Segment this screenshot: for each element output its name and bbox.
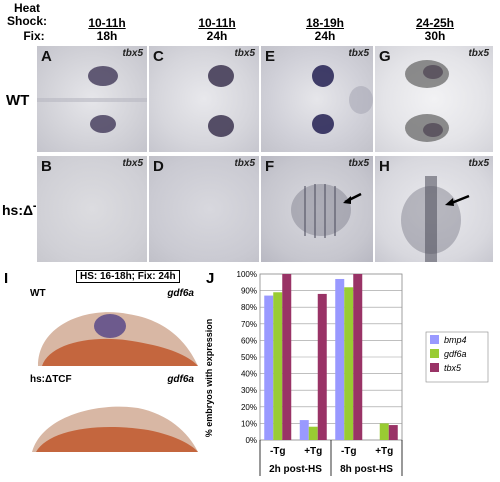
bar-tbx5: [388, 425, 398, 440]
bar-gdf6a: [344, 287, 354, 440]
panel-f-embryo: [291, 184, 362, 238]
col2-heat-shock: 10-11h: [198, 16, 236, 30]
bar-tbx5: [282, 274, 292, 440]
fix-label: Fix:: [23, 29, 45, 43]
panel-i-bottom: hs:ΔTCF gdf6a: [28, 372, 198, 452]
panel-h-letter: H: [379, 158, 390, 175]
panel-b-gene: tbx5: [122, 158, 143, 169]
bar-bmp4: [335, 278, 345, 440]
y-tick-label: 50%: [241, 353, 257, 362]
panel-e-embryo: [312, 65, 373, 134]
col1-fix: 18h: [96, 29, 118, 43]
col4-fix: 30h: [424, 29, 446, 43]
panel-i-top-gene: gdf6a: [167, 288, 194, 299]
panel-a-gene: tbx5: [122, 48, 143, 59]
panel-i-top-label: WT: [30, 288, 46, 299]
legend-label-gdf6a: gdf6a: [444, 349, 467, 359]
bar-bmp4: [299, 420, 309, 440]
bar-gdf6a: [308, 426, 318, 440]
legend-label-tbx5: tbx5: [444, 363, 462, 373]
panel-i-bottom-embryo: [32, 406, 198, 452]
panel-b: B tbx5: [36, 155, 148, 263]
panel-h: H tbx5: [374, 155, 494, 263]
row-label-wt: WT: [6, 92, 30, 109]
panel-c: C tbx5: [148, 45, 260, 153]
y-tick-label: 90%: [241, 287, 257, 296]
legend-swatch-bmp4: [430, 335, 439, 344]
panel-c-gene: tbx5: [234, 48, 255, 59]
y-tick-label: 40%: [241, 370, 257, 379]
heat-shock-label: Heat Shock:: [6, 1, 47, 28]
panel-f-letter: F: [265, 158, 275, 175]
panel-f-gene: tbx5: [348, 158, 369, 169]
panel-e: E tbx5: [260, 45, 374, 153]
panel-a-letter: A: [41, 48, 52, 65]
col3-heat-shock: 18-19h: [305, 16, 345, 30]
bar-bmp4: [264, 295, 274, 440]
bar-tbx5: [317, 293, 327, 440]
y-tick-label: 10%: [241, 419, 257, 428]
panel-d-letter: D: [153, 158, 164, 175]
panel-g-gene: tbx5: [468, 48, 489, 59]
panel-d-gene: tbx5: [234, 158, 255, 169]
panel-e-gene: tbx5: [348, 48, 369, 59]
col2-fix: 24h: [206, 29, 228, 43]
panel-i-bottom-label: hs:ΔTCF: [30, 374, 72, 385]
panel-i-top-embryo: [38, 312, 198, 366]
panel-i-bottom-gene: gdf6a: [167, 374, 194, 385]
y-tick-label: 80%: [241, 303, 257, 312]
col3-fix: 24h: [314, 29, 336, 43]
legend-swatch-gdf6a: [430, 349, 439, 358]
y-tick-label: 0%: [245, 436, 257, 445]
panel-i-top: WT gdf6a: [28, 284, 198, 366]
bar-gdf6a: [379, 423, 389, 440]
x-tick-label: +Tg: [375, 446, 393, 457]
y-tick-label: 100%: [237, 270, 257, 279]
x-tick-label: -Tg: [341, 446, 357, 457]
y-tick-label: 20%: [241, 403, 257, 412]
group-label: 2h post-HS: [269, 464, 322, 475]
x-tick-label: -Tg: [270, 446, 286, 457]
panel-a-embryo: [37, 66, 147, 133]
panel-d: D tbx5: [148, 155, 260, 263]
panel-c-embryo: [208, 65, 234, 137]
panel-g: G tbx5: [374, 45, 494, 153]
col4-heat-shock: 24-25h: [415, 16, 455, 30]
panel-b-letter: B: [41, 158, 52, 175]
panel-h-embryo: [401, 176, 470, 262]
bar-gdf6a: [273, 292, 283, 440]
y-tick-label: 60%: [241, 336, 257, 345]
legend-label-bmp4: bmp4: [444, 335, 467, 345]
col1-heat-shock: 10-11h: [88, 16, 126, 30]
panel-i-letter: I: [4, 270, 9, 287]
panel-j-letter: J: [206, 270, 215, 287]
panel-c-letter: C: [153, 48, 164, 65]
group-label: 8h post-HS: [340, 464, 393, 475]
panel-g-letter: G: [379, 48, 391, 65]
panel-a: A tbx5: [36, 45, 148, 153]
panel-e-letter: E: [265, 48, 276, 65]
legend-swatch-tbx5: [430, 363, 439, 372]
panel-f: F tbx5: [260, 155, 374, 263]
bar-tbx5: [353, 274, 363, 440]
panel-i-box-label: HS: 16-18h; Fix: 24h: [76, 270, 180, 283]
x-tick-label: +Tg: [304, 446, 322, 457]
y-axis-label: % embryos with expression: [204, 319, 214, 438]
panel-h-gene: tbx5: [468, 158, 489, 169]
gene-expression-chart: 0% 10% 20% 30% 40% 50% 60% 70% 80% 90% 100% -Tg +Tg -…: [204, 270, 489, 476]
panel-g-embryo: [405, 60, 449, 142]
y-tick-label: 70%: [241, 320, 257, 329]
y-tick-label: 30%: [241, 386, 257, 395]
